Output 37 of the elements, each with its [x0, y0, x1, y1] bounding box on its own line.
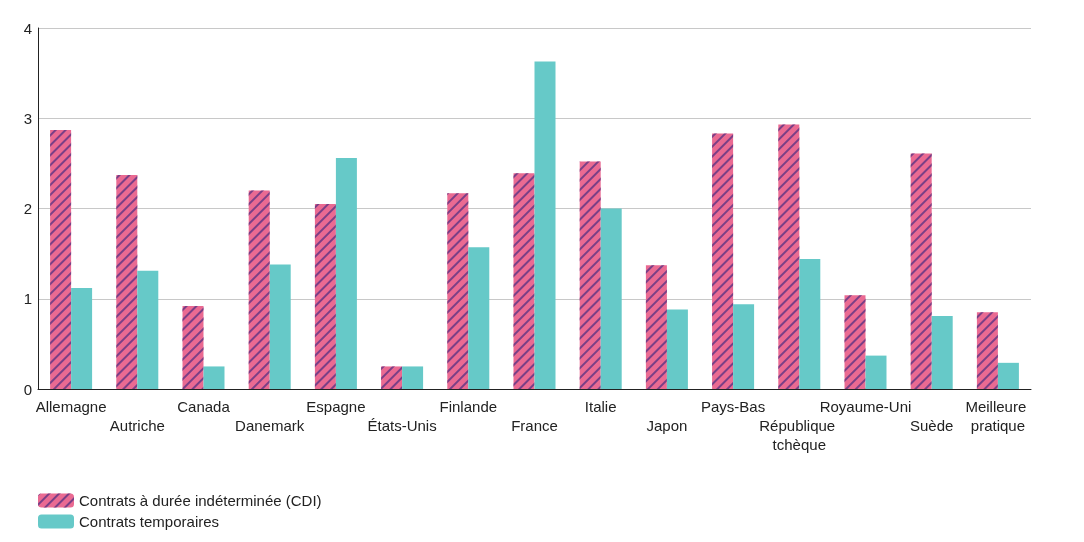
x-tick-label: Canada — [177, 398, 231, 415]
x-tick-label: Autriche — [109, 417, 165, 434]
x-tick-label: Pays-Bas — [701, 398, 766, 415]
x-tick-label: Royaume-Uni — [819, 398, 912, 415]
bar — [335, 157, 357, 389]
x-tick-label: États-Unis — [367, 417, 437, 434]
x-tick-label: France — [511, 417, 558, 434]
x-tick-label: Japon — [646, 417, 688, 434]
bar — [534, 61, 556, 389]
bar — [666, 309, 688, 389]
bar — [865, 355, 887, 389]
x-tick-label: Finlande — [439, 398, 498, 415]
y-tick-label: 4 — [23, 19, 32, 37]
bar — [600, 208, 622, 389]
bar — [931, 315, 953, 389]
y-tick-label: 1 — [23, 290, 32, 308]
bar — [799, 259, 821, 389]
x-tick-label: Suède — [910, 417, 954, 434]
bar — [733, 304, 755, 389]
bar — [137, 270, 159, 389]
legend-label: Contrats à durée indéterminée (CDI) — [79, 492, 322, 509]
x-tick-label: Meilleure pratique — [965, 398, 1031, 434]
bar — [269, 264, 291, 389]
x-tick-label: République tchèque — [759, 417, 840, 453]
x-tick-label: Allemagne — [35, 398, 107, 415]
bar — [71, 287, 93, 389]
y-tick-label: 2 — [23, 200, 32, 217]
y-tick-label: 3 — [23, 109, 32, 127]
x-tick-label: Danemark — [235, 417, 305, 434]
y-tick-label: 0 — [23, 380, 32, 398]
bar — [997, 362, 1019, 389]
bar — [402, 366, 424, 389]
bar — [203, 366, 225, 389]
bar — [468, 247, 490, 389]
legend-label: Contrats temporaires — [79, 513, 220, 530]
x-tick-label: Italie — [584, 398, 617, 415]
x-tick-label: Espagne — [306, 398, 366, 415]
